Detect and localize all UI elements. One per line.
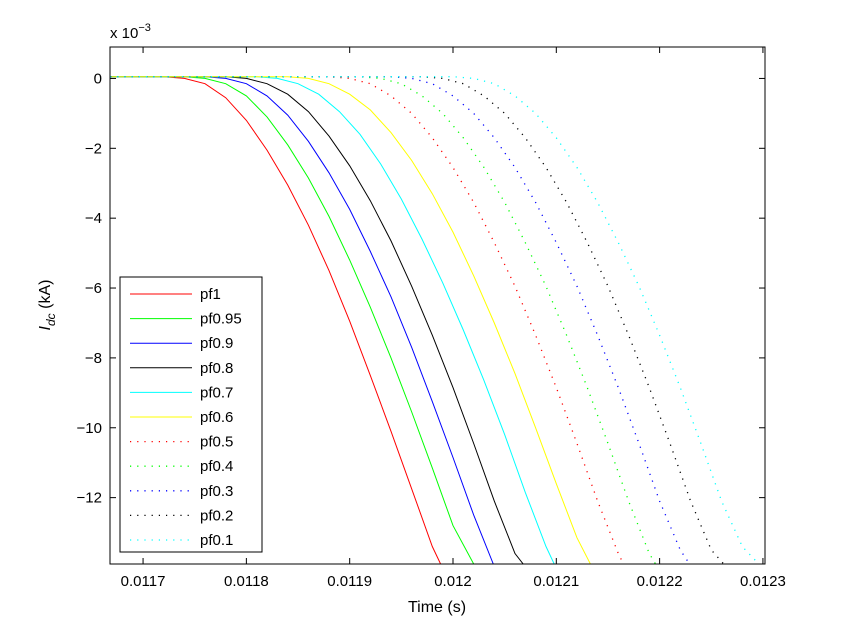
legend-label-pf0.95: pf0.95 xyxy=(200,311,242,328)
x-axis-label: Time (s) xyxy=(408,599,466,616)
x-tick-label: 0.012 xyxy=(434,573,472,590)
legend-label-pf0.4: pf0.4 xyxy=(200,458,233,475)
series-line-pf0.7 xyxy=(110,76,555,564)
x-tick-label: 0.0118 xyxy=(224,573,269,590)
y-tick-label: −6 xyxy=(85,280,102,297)
x-tick-label: 0.0117 xyxy=(121,573,166,590)
y-tick-label: 0 xyxy=(94,70,102,87)
series-line-pf0.8 xyxy=(110,76,524,564)
y-tick-label: −10 xyxy=(77,420,102,437)
legend-label-pf0.6: pf0.6 xyxy=(200,409,233,426)
x-tick-label: 0.0121 xyxy=(533,573,579,590)
x-tick-label: 0.0122 xyxy=(637,573,683,590)
series-line-pf0.9 xyxy=(110,76,494,564)
series-layer xyxy=(110,76,760,564)
y-multiplier: x 10−3 xyxy=(110,22,151,42)
plot-frame xyxy=(109,46,766,565)
y-tick-label: −8 xyxy=(85,350,102,367)
legend: pf1 pf0.95 pf0.9 pf0.8 pf0.7 pf0.6 pf0.5 pf0.4 p… xyxy=(119,276,263,553)
x-tick-label: 0.0119 xyxy=(327,573,372,590)
legend-label-pf1: pf1 xyxy=(200,286,221,303)
y-tick-label: −4 xyxy=(85,210,102,227)
y-tick-label: −12 xyxy=(77,490,102,507)
legend-label-pf0.8: pf0.8 xyxy=(200,360,233,377)
legend-box xyxy=(119,276,263,553)
series-line-pf0.6 xyxy=(110,76,591,564)
ticks-layer: 0.0117 0.0118 0.0119 0.012 0.0121 0.0122 0.012… xyxy=(77,47,786,590)
legend-label-pf0.3: pf0.3 xyxy=(200,483,233,500)
legend-label-pf0.5: pf0.5 xyxy=(200,434,233,451)
y-axis-label: Idc (kA) xyxy=(37,280,58,331)
x-tick-label: 0.0123 xyxy=(740,573,786,590)
y-tick-label: −2 xyxy=(85,140,102,157)
series-line-pf1 xyxy=(110,76,442,564)
legend-label-pf0.7: pf0.7 xyxy=(200,384,233,401)
series-line-pf0.3 xyxy=(110,76,691,564)
legend-label-pf0.9: pf0.9 xyxy=(200,335,233,352)
legend-label-pf0.1: pf0.1 xyxy=(200,532,233,549)
series-line-pf0.95 xyxy=(110,76,475,564)
series-line-pf0.4 xyxy=(110,76,657,564)
legend-label-pf0.2: pf0.2 xyxy=(200,507,233,524)
